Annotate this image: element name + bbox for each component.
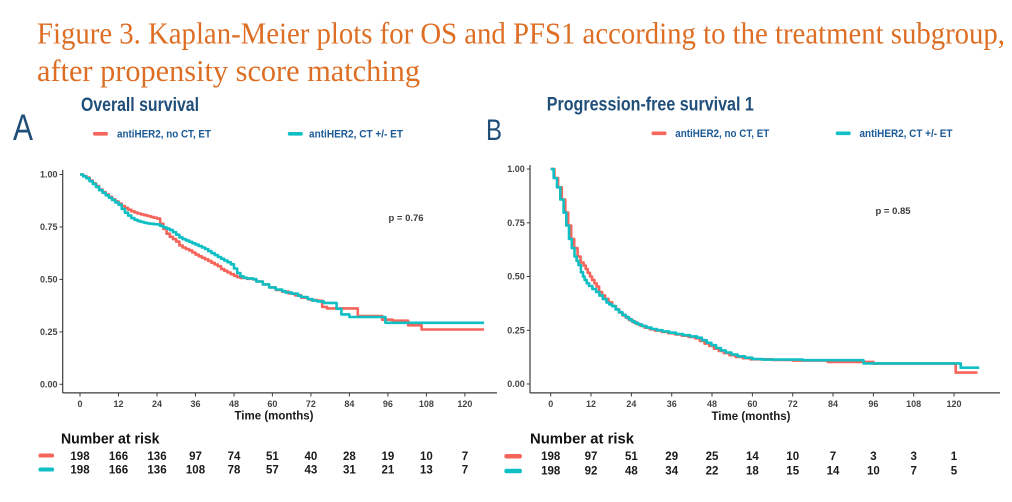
svg-text:136: 136 [147,465,166,477]
svg-text:Figure 3. Kaplan-Meier plots f: Figure 3. Kaplan-Meier plots for OS and … [37,16,1005,51]
svg-text:Overall survival: Overall survival [81,95,199,116]
svg-text:7: 7 [462,451,468,463]
svg-text:p = 0.85: p = 0.85 [875,206,911,217]
svg-text:22: 22 [706,466,719,478]
svg-text:48: 48 [707,399,717,409]
svg-text:Number at risk: Number at risk [61,431,160,448]
svg-text:Time (months): Time (months) [234,411,313,423]
svg-text:43: 43 [305,465,318,477]
svg-text:10: 10 [420,451,433,463]
svg-text:0.75: 0.75 [40,222,58,232]
svg-text:antiHER2, CT +/- ET: antiHER2, CT +/- ET [860,128,953,140]
svg-text:57: 57 [266,465,279,477]
svg-text:60: 60 [747,399,757,409]
svg-text:48: 48 [625,466,638,478]
svg-text:40: 40 [305,451,318,463]
svg-text:84: 84 [828,399,838,409]
svg-text:0.50: 0.50 [40,275,58,285]
svg-text:1: 1 [951,451,958,463]
svg-text:78: 78 [228,465,241,477]
svg-text:antiHER2, CT +/- ET: antiHER2, CT +/- ET [309,129,403,141]
svg-text:0.00: 0.00 [40,380,58,390]
svg-text:136: 136 [147,451,166,463]
svg-text:0.25: 0.25 [40,327,58,337]
svg-text:14: 14 [746,451,759,463]
svg-text:A: A [13,107,33,148]
svg-text:12: 12 [586,399,596,409]
svg-text:48: 48 [229,399,239,409]
svg-text:97: 97 [585,451,598,463]
svg-text:Number at risk: Number at risk [530,431,635,448]
svg-text:1.00: 1.00 [40,170,58,180]
svg-text:7: 7 [830,451,836,463]
svg-text:24: 24 [626,399,636,409]
svg-text:120: 120 [946,399,961,409]
svg-text:15: 15 [786,466,799,478]
svg-text:96: 96 [383,399,393,409]
svg-text:0: 0 [77,399,82,409]
svg-text:28: 28 [343,451,356,463]
svg-text:97: 97 [189,451,202,463]
svg-text:0.50: 0.50 [507,272,525,282]
svg-text:B: B [486,114,502,147]
svg-text:14: 14 [827,466,840,478]
svg-text:antiHER2, no CT, ET: antiHER2, no CT, ET [117,129,211,141]
svg-text:34: 34 [665,466,678,478]
svg-text:3: 3 [870,451,876,463]
svg-text:10: 10 [867,466,880,478]
svg-text:21: 21 [382,465,395,477]
svg-text:7: 7 [462,465,468,477]
svg-text:after propensity score matchin: after propensity score matching [37,53,420,88]
svg-text:96: 96 [868,399,878,409]
svg-text:72: 72 [306,399,316,409]
svg-text:Progression-free survival 1: Progression-free survival 1 [547,95,754,116]
svg-text:29: 29 [665,451,678,463]
svg-text:0.25: 0.25 [507,326,525,336]
svg-text:84: 84 [344,399,354,409]
svg-text:198: 198 [541,451,561,463]
svg-text:Time (months): Time (months) [711,411,790,423]
svg-text:92: 92 [585,466,598,478]
svg-text:51: 51 [266,451,279,463]
svg-text:12: 12 [113,399,123,409]
svg-text:166: 166 [109,451,128,463]
svg-text:60: 60 [267,399,277,409]
svg-text:108: 108 [906,399,921,409]
svg-text:51: 51 [625,451,638,463]
svg-text:10: 10 [786,451,799,463]
svg-text:166: 166 [109,465,128,477]
svg-text:36: 36 [667,399,677,409]
svg-text:18: 18 [746,466,759,478]
svg-text:198: 198 [70,451,90,463]
svg-text:74: 74 [228,451,241,463]
svg-text:108: 108 [186,465,206,477]
svg-text:198: 198 [70,465,90,477]
svg-text:31: 31 [343,465,356,477]
svg-text:p = 0.76: p = 0.76 [388,213,423,224]
svg-text:24: 24 [152,399,162,409]
svg-text:108: 108 [419,399,434,409]
svg-text:0.00: 0.00 [507,379,525,389]
svg-text:5: 5 [951,466,958,478]
svg-text:0.75: 0.75 [507,218,525,228]
svg-text:3: 3 [910,451,916,463]
svg-text:1.00: 1.00 [507,164,525,174]
svg-text:72: 72 [788,399,798,409]
svg-text:7: 7 [910,466,916,478]
svg-text:120: 120 [457,399,472,409]
svg-text:19: 19 [382,451,395,463]
svg-text:198: 198 [541,466,561,478]
svg-text:36: 36 [190,399,200,409]
svg-text:13: 13 [420,465,433,477]
svg-text:25: 25 [706,451,719,463]
svg-text:antiHER2, no CT, ET: antiHER2, no CT, ET [675,128,769,140]
svg-text:0: 0 [548,399,553,409]
